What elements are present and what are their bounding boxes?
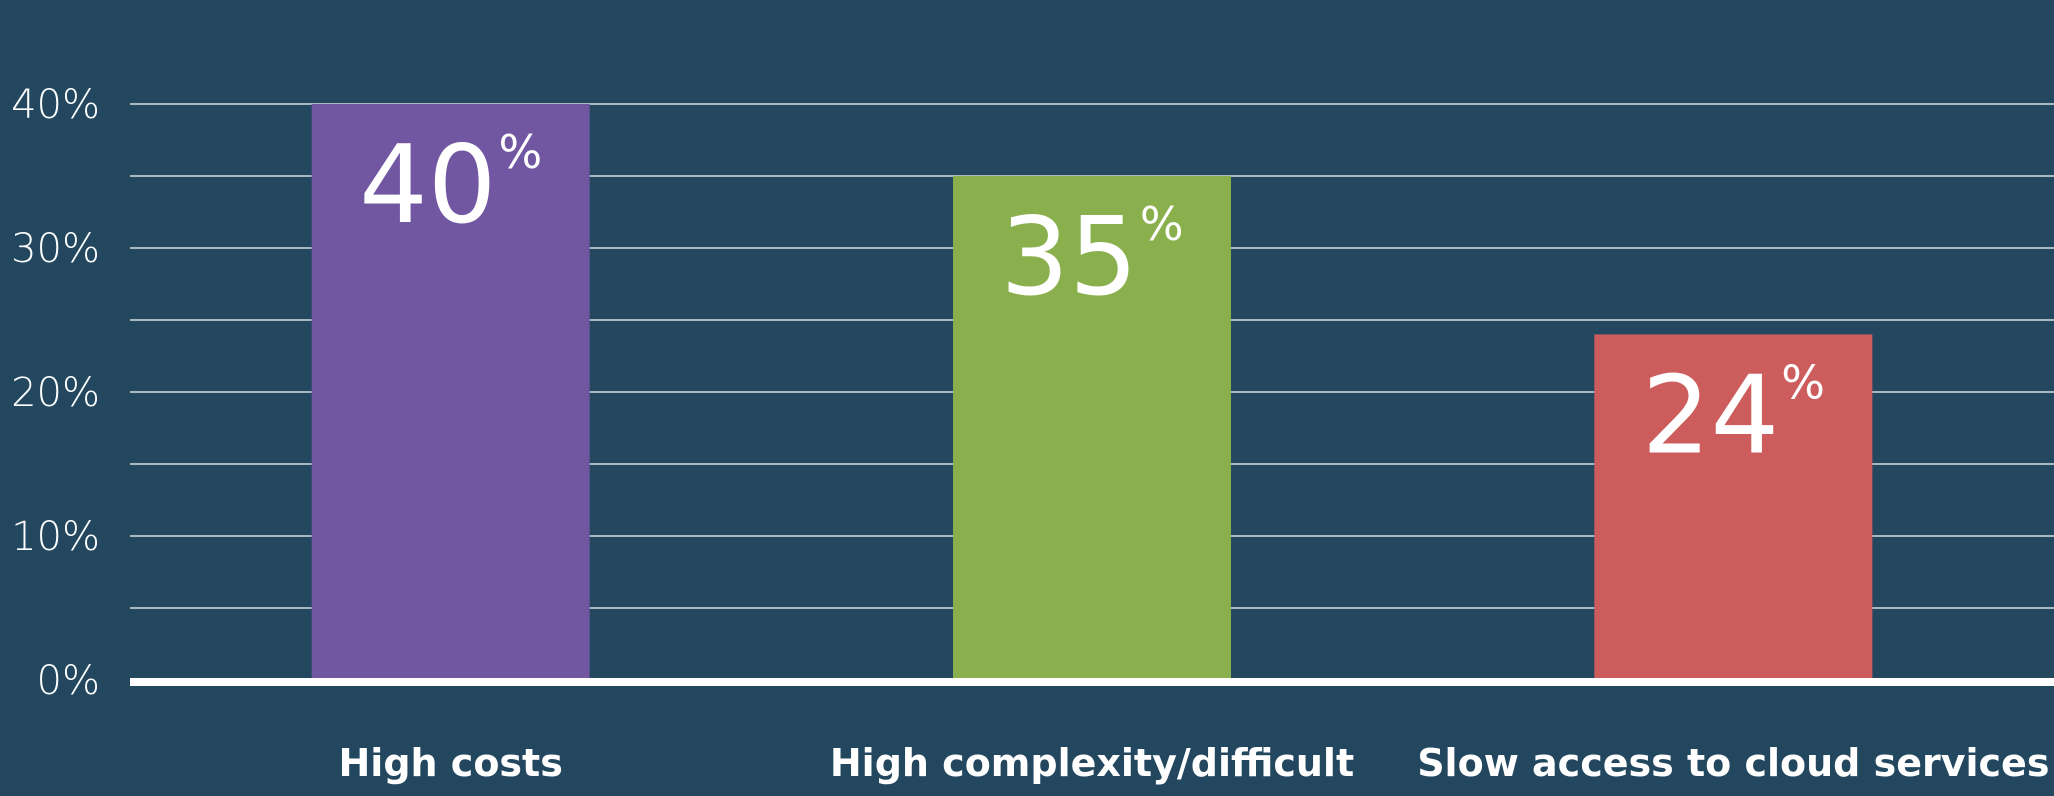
bar [1594,334,1873,680]
bar-value-number: 35 [1000,195,1137,320]
bar-value-percent: % [499,125,543,179]
x-axis: High costs High complexity/difficult Slow … [130,678,2054,785]
bar-value-label: 40% [359,123,542,248]
y-tick-label: 30% [11,226,100,272]
y-tick-label: 0% [37,658,100,704]
y-axis: 0% 10% 20% 30% 40% [11,82,100,704]
x-category-label: High complexity/difficult [830,741,1354,785]
value-labels: 40%35%24% [359,123,1825,478]
y-tick-label: 40% [11,82,100,128]
bar-value-percent: % [1140,197,1184,251]
bar-value-label: 35% [1000,195,1183,320]
y-tick-label: 10% [11,514,100,560]
bar-value-number: 40 [359,123,496,248]
x-category-label: High costs [338,741,562,785]
bar-value-label: 24% [1642,353,1825,478]
y-tick-label: 20% [11,370,100,416]
bar [311,104,590,680]
x-category-label: Slow access to cloud services [1417,741,2049,785]
bar [953,176,1231,680]
bars [311,104,1873,680]
bar-value-number: 24 [1642,353,1779,478]
bar-value-percent: % [1781,355,1825,409]
